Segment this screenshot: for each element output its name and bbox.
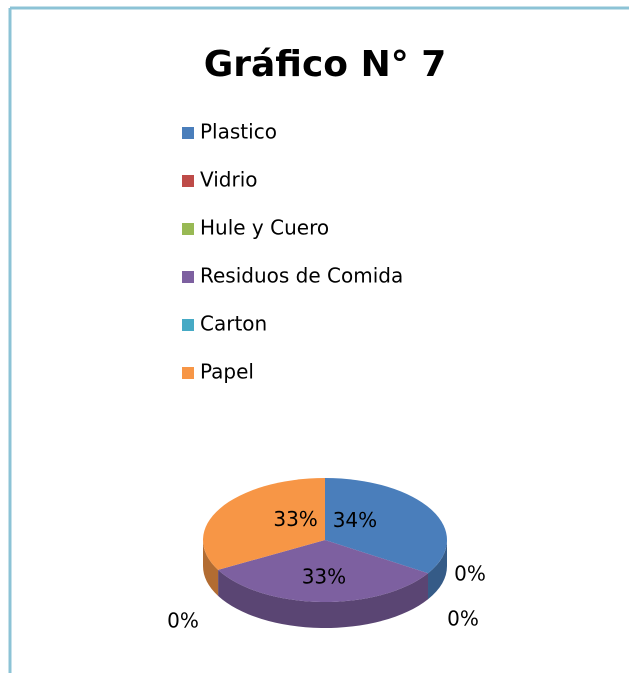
pie-slice	[325, 478, 447, 574]
legend-label: Carton	[200, 312, 267, 336]
legend-label: Hule y Cuero	[200, 216, 329, 240]
pie-side	[203, 540, 219, 596]
chart-title: Gráfico N° 7	[204, 44, 447, 85]
legend-label: Vidrio	[200, 168, 258, 192]
legend-swatch	[182, 175, 194, 187]
legend-swatch	[182, 223, 194, 235]
legend-swatch	[182, 271, 194, 283]
legend-label: Residuos de Comida	[200, 264, 403, 288]
legend-swatch	[182, 319, 194, 331]
data-label: 0%	[454, 562, 486, 586]
legend-label: Plastico	[200, 120, 277, 144]
legend-label: Papel	[200, 360, 254, 384]
pie-slice	[202, 477, 325, 570]
data-label: 33%	[302, 565, 346, 589]
data-label: 0%	[167, 609, 199, 633]
data-label: 34%	[333, 508, 377, 532]
data-label: 0%	[447, 607, 479, 631]
legend-swatch	[182, 127, 194, 139]
pie-side	[218, 569, 429, 629]
legend-swatch	[182, 367, 194, 379]
pie-slice	[218, 540, 429, 602]
data-label: 33%	[273, 507, 317, 531]
pie-side	[428, 540, 447, 600]
